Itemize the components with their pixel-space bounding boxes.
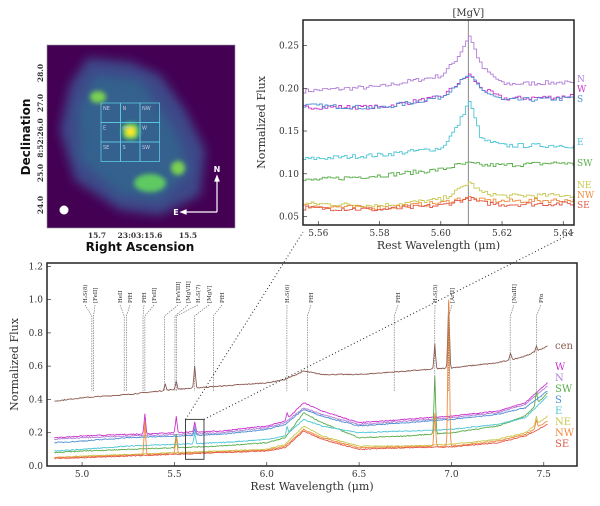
region-label: SW <box>142 145 150 151</box>
main-legend-NW: NW <box>555 428 575 439</box>
main-legend-E: E <box>555 406 562 417</box>
line-id-label: [ArII] <box>450 288 456 303</box>
line-id-label: [MgV] <box>207 286 213 303</box>
line-id-label: PfH <box>128 292 134 303</box>
ra-tick: 15.7 <box>88 231 106 240</box>
line-id-label: H₂S(5) <box>432 284 439 303</box>
main-legend-SW: SW <box>555 384 573 395</box>
x-tick-label: 7.0 <box>444 470 459 480</box>
image-xlabel: Right Ascension <box>86 240 195 254</box>
region-label: SE <box>103 145 109 151</box>
x-axis-label: Rest Wavelength (μm) <box>377 239 500 252</box>
line-id-label: [FeVIII] <box>176 281 182 303</box>
line-id-label: [NaIII] <box>512 284 518 303</box>
dec-tick: 8:52:26.0 <box>36 118 45 157</box>
inset-legend-W: W <box>577 85 587 95</box>
line-id-label: H₂S(6) <box>284 284 291 303</box>
region-label: NE <box>103 106 110 112</box>
dec-tick: 28.0 <box>36 64 45 82</box>
x-tick-label: 5.56 <box>308 229 328 239</box>
y-tick-label: 0.2 <box>29 429 43 439</box>
y-tick-label: 0.15 <box>279 127 299 137</box>
x-tick-label: 5.62 <box>492 229 512 239</box>
x-tick-label: 6.5 <box>352 470 367 480</box>
x-tick-label: 5.60 <box>431 229 451 239</box>
line-id-label: PfH <box>142 292 148 303</box>
x-tick-label: 5.58 <box>370 229 390 239</box>
dec-tick: 24.0 <box>36 196 45 214</box>
main-legend-N: N <box>555 373 564 384</box>
y-tick-label: 1.2 <box>29 262 43 272</box>
line-id-label: PfH <box>220 292 226 303</box>
line-id-label: [MgVII] <box>186 281 192 303</box>
line-id-label: Pfα <box>539 293 545 303</box>
line-id-label: H₂S(8) <box>82 284 89 303</box>
line-id-label: HeII <box>118 291 124 303</box>
ra-tick: 15.5 <box>179 231 197 240</box>
y-tick-label: 0.4 <box>29 395 44 405</box>
compass-east: E <box>173 208 178 217</box>
x-tick-label: 5.5 <box>167 470 182 480</box>
region-label: W <box>142 126 147 132</box>
y-tick-label: 0.10 <box>279 170 299 180</box>
main-legend-NE: NE <box>555 417 571 428</box>
y-tick-label: 0.25 <box>279 42 299 52</box>
region-label: NW <box>142 106 151 112</box>
inset-legend-NW: NW <box>577 191 595 201</box>
line-id-label: PfH <box>309 292 315 303</box>
y-tick-label: 0.20 <box>279 84 299 94</box>
y-tick-label: 0.05 <box>279 212 299 222</box>
beam-icon <box>60 206 69 215</box>
x-tick-label: 5.0 <box>75 470 90 480</box>
x-tick-label: 6.0 <box>260 470 275 480</box>
line-id-label: [FeII] <box>93 288 99 303</box>
main-legend-S: S <box>555 395 562 406</box>
region-label: N <box>123 106 127 112</box>
inset-legend-SW: SW <box>577 159 593 169</box>
inset-legend-S: S <box>577 95 583 105</box>
inset-title: [MgV] <box>453 8 485 19</box>
x-axis-label: Rest Wavelength (μm) <box>250 480 373 493</box>
inset-legend-E: E <box>577 138 584 148</box>
main-chart: 5.0 5.5 6.0 6.5 7.0 7.5 0.0 0.2 0.4 0.6 0.8 1.0 1.2 R… <box>8 262 577 493</box>
compass-north: N <box>214 165 221 174</box>
y-tick-label: 0.0 <box>29 462 44 472</box>
inset-legend-NE: NE <box>577 181 591 191</box>
region-label: cen <box>123 126 132 132</box>
line-id-label: PfH <box>396 292 402 303</box>
main-legend-SE: SE <box>555 439 569 450</box>
main-legend-cen: cen <box>555 341 574 352</box>
dec-tick: 25.0 <box>36 164 45 182</box>
main-legend-W: W <box>555 362 566 373</box>
region-label: S <box>123 145 126 151</box>
inset-legend-N: N <box>577 75 585 85</box>
y-tick-label: 1.0 <box>29 296 44 306</box>
image-ylabel: Declination <box>19 99 33 176</box>
region-label: E <box>103 126 106 132</box>
y-axis-label: Normalized Flux <box>255 75 268 169</box>
inset-legend-SE: SE <box>577 201 590 211</box>
x-tick-label: 7.5 <box>537 470 552 480</box>
ra-tick: 23:03:15.6 <box>118 231 163 240</box>
dec-tick: 27.0 <box>36 94 45 112</box>
y-tick-label: 0.8 <box>29 329 44 339</box>
y-tick-label: 0.6 <box>29 362 44 372</box>
line-id-label: H₂S(7) <box>195 284 202 303</box>
line-id-label: [FeII] <box>152 288 158 303</box>
y-axis-label: Normalized Flux <box>8 317 21 411</box>
